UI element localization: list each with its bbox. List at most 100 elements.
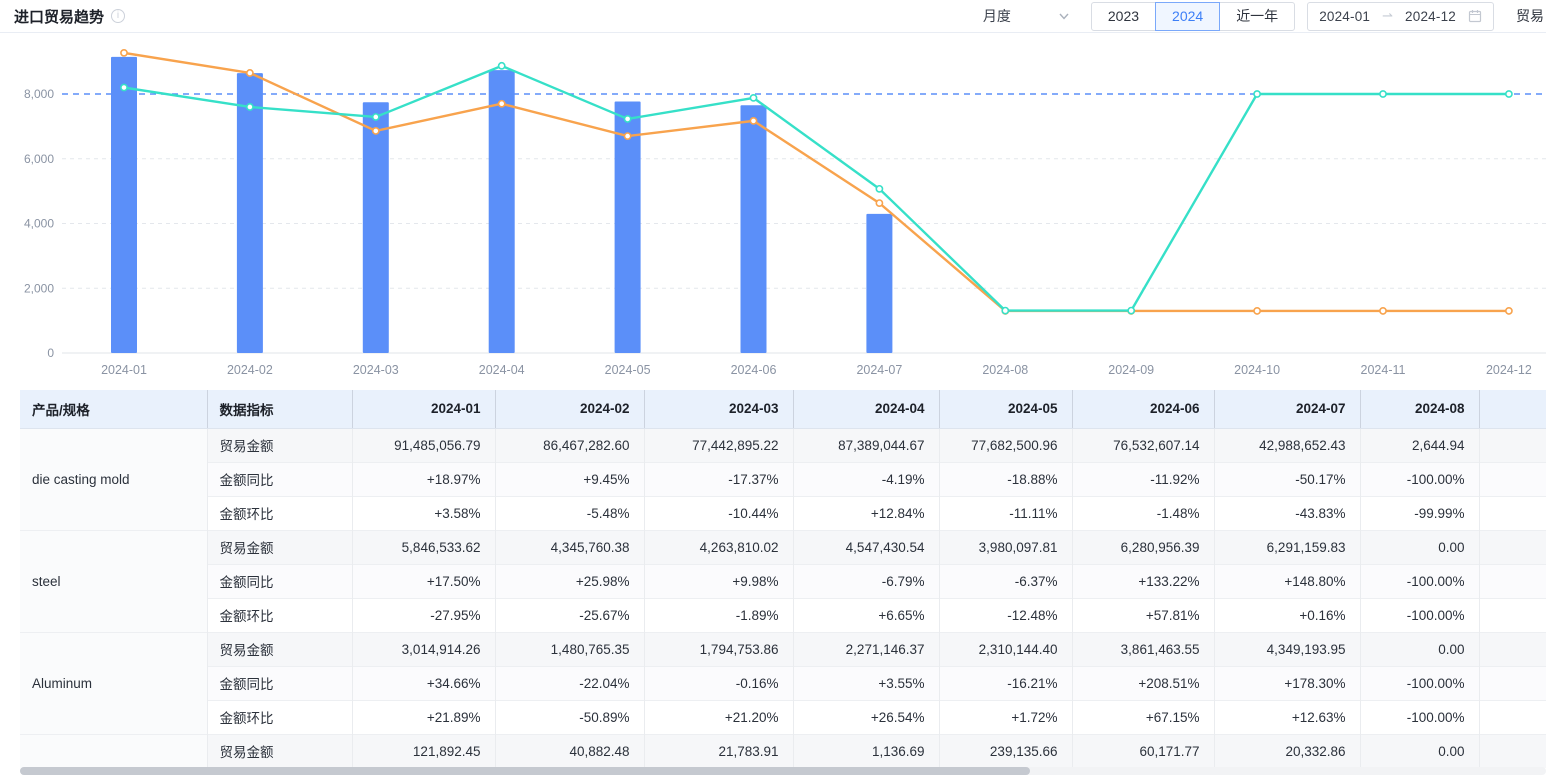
bar[interactable] bbox=[740, 105, 767, 353]
value-cell: -100.00% bbox=[1360, 597, 1480, 632]
product-cell bbox=[20, 733, 208, 768]
year-tab-group: 2023 2024 近一年 bbox=[1090, 1, 1296, 31]
date-end: 2024-12 bbox=[1405, 8, 1456, 24]
clipped-column-cell bbox=[1479, 563, 1546, 598]
value-cell: -50.89% bbox=[495, 699, 645, 734]
data-point[interactable] bbox=[371, 113, 380, 121]
value-cell: 21,783.91 bbox=[644, 733, 794, 768]
value-cell: -99.99% bbox=[1360, 495, 1480, 530]
value-cell: -27.95% bbox=[352, 597, 496, 632]
value-cell: -100.00% bbox=[1360, 563, 1480, 598]
metric-cell: 金额环比 bbox=[207, 699, 353, 734]
bar[interactable] bbox=[866, 213, 893, 353]
table-header-cell: 2024-08 bbox=[1360, 390, 1480, 429]
value-cell: +9.98% bbox=[644, 563, 794, 598]
table-header-cell: 2024-06 bbox=[1072, 390, 1215, 429]
value-cell: -1.89% bbox=[644, 597, 794, 632]
chevron-down-icon bbox=[1059, 13, 1069, 20]
bar[interactable] bbox=[614, 101, 641, 354]
bar[interactable] bbox=[236, 73, 263, 354]
table-header-cell bbox=[1479, 390, 1546, 429]
value-cell: +25.98% bbox=[495, 563, 645, 598]
table-header-cell: 2024-04 bbox=[793, 390, 940, 429]
value-cell: +133.22% bbox=[1072, 563, 1215, 598]
clipped-column-cell bbox=[1479, 631, 1546, 666]
data-point[interactable] bbox=[1127, 306, 1136, 315]
value-cell: 2,644.94 bbox=[1360, 427, 1480, 462]
value-cell: -16.21% bbox=[939, 665, 1073, 700]
value-cell: +1.72% bbox=[939, 699, 1073, 734]
value-cell: -1.48% bbox=[1072, 495, 1215, 530]
scrollbar-thumb[interactable] bbox=[20, 767, 1030, 775]
value-cell: -4.19% bbox=[793, 461, 940, 496]
value-cell: +21.89% bbox=[352, 699, 496, 734]
table-row: die casting mold 贸易金额 91,485,056.79 86,467,… bbox=[20, 427, 1546, 530]
data-point[interactable] bbox=[875, 184, 884, 193]
value-cell: 40,882.48 bbox=[495, 733, 645, 768]
data-point[interactable] bbox=[623, 132, 632, 140]
data-point[interactable] bbox=[497, 99, 506, 108]
trade-data-table: 产品/规格 数据指标 2024-01 2024-02 2024-03 2024-04 202… bbox=[20, 390, 1546, 768]
data-point[interactable] bbox=[1001, 306, 1010, 315]
data-point[interactable] bbox=[371, 127, 380, 135]
data-point[interactable] bbox=[623, 115, 632, 123]
x-axis-label: 2024-01 bbox=[101, 363, 147, 377]
horizontal-scrollbar bbox=[20, 767, 1546, 775]
date-range-picker[interactable]: 2024-01 ⇀ 2024-12 bbox=[1307, 1, 1494, 31]
data-point[interactable] bbox=[875, 199, 884, 208]
year-tab-2024[interactable]: 2024 bbox=[1155, 1, 1221, 31]
data-point[interactable] bbox=[1505, 90, 1513, 98]
line[interactable] bbox=[123, 64, 1509, 312]
data-point[interactable] bbox=[1253, 90, 1261, 98]
y-axis-label: 2,000 bbox=[24, 281, 54, 295]
clipped-column-cell bbox=[1479, 461, 1546, 496]
value-cell: -10.44% bbox=[644, 495, 794, 530]
metric-cell: 贸易金额 bbox=[207, 427, 353, 462]
data-point[interactable] bbox=[1505, 307, 1513, 315]
value-cell: 1,480,765.35 bbox=[495, 631, 645, 666]
clipped-column-cell bbox=[1479, 597, 1546, 632]
metric-select-clipped[interactable]: 贸易 bbox=[1516, 8, 1544, 24]
value-cell: 3,861,463.55 bbox=[1072, 631, 1215, 666]
date-start: 2024-01 bbox=[1319, 8, 1371, 24]
table-header-cell: 2024-05 bbox=[939, 390, 1073, 429]
year-tab-recent[interactable]: 近一年 bbox=[1219, 1, 1296, 31]
data-point[interactable] bbox=[120, 48, 128, 57]
product-cell: steel bbox=[20, 529, 208, 632]
period-select[interactable]: 月度 bbox=[973, 6, 1085, 26]
data-point[interactable] bbox=[1379, 90, 1387, 98]
value-cell: +3.55% bbox=[793, 665, 940, 700]
data-point[interactable] bbox=[1379, 307, 1387, 315]
metric-cell: 贸易金额 bbox=[207, 733, 353, 768]
table-row: steel 贸易金额 5,846,533.62 4,345,760.38 4,263,8… bbox=[20, 529, 1546, 632]
value-cell: 0.00 bbox=[1360, 733, 1480, 768]
bar[interactable] bbox=[362, 102, 389, 353]
data-point[interactable] bbox=[1253, 307, 1261, 315]
clipped-column-cell bbox=[1479, 733, 1546, 768]
line[interactable] bbox=[123, 51, 1509, 313]
value-cell: 6,291,159.83 bbox=[1214, 529, 1361, 564]
value-cell: 91,485,056.79 bbox=[352, 427, 496, 462]
x-axis-label: 2024-05 bbox=[605, 363, 651, 377]
arrow-right-icon: ⇀ bbox=[1382, 8, 1394, 23]
value-cell: +12.84% bbox=[793, 495, 940, 530]
data-point[interactable] bbox=[120, 83, 128, 92]
bar[interactable] bbox=[111, 56, 137, 353]
trend-chart[interactable]: 0 2,000 4,000 6,000 8,000 2024-01 2024-02 2024-… bbox=[0, 33, 1546, 383]
info-icon[interactable]: i bbox=[111, 9, 126, 23]
metric-cell: 金额同比 bbox=[207, 563, 353, 598]
year-tab-2023[interactable]: 2023 bbox=[1090, 1, 1157, 31]
value-cell: 4,349,193.95 bbox=[1214, 631, 1361, 666]
value-cell: +6.65% bbox=[793, 597, 940, 632]
table-row: 金额环比 +3.58% -5.48% -10.44% +12.84% -11.11% -1.… bbox=[20, 495, 1546, 530]
data-point[interactable] bbox=[497, 61, 506, 70]
data-point[interactable] bbox=[245, 103, 254, 111]
x-axis-label: 2024-12 bbox=[1486, 363, 1532, 377]
data-point[interactable] bbox=[245, 69, 254, 77]
data-point[interactable] bbox=[749, 116, 758, 125]
bar[interactable] bbox=[488, 70, 515, 353]
data-point[interactable] bbox=[749, 93, 758, 102]
value-cell: 3,014,914.26 bbox=[352, 631, 496, 666]
value-cell: -25.67% bbox=[495, 597, 645, 632]
